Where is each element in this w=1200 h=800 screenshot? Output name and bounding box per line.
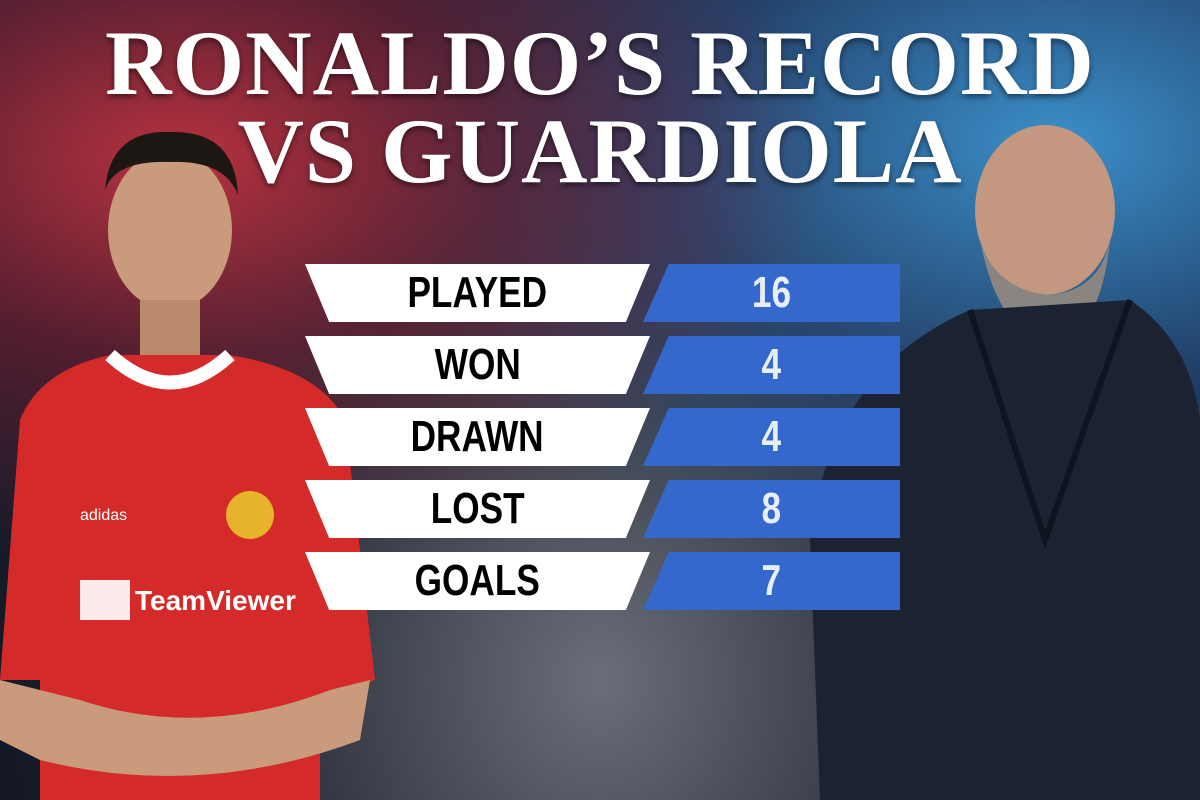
ronaldo-photo: TeamViewer adidas (0, 131, 375, 800)
headline-line-2: VS GUARDIOLA (237, 100, 963, 202)
stat-label: PLAYED (305, 264, 650, 322)
stat-value: 4 (643, 336, 900, 394)
stat-row-drawn: DRAWN 4 (305, 408, 900, 466)
stat-label: DRAWN (305, 408, 650, 466)
stat-value: 4 (643, 408, 900, 466)
stat-row-goals: GOALS 7 (305, 552, 900, 610)
kit-brand: adidas (80, 507, 127, 524)
stat-label: WON (305, 336, 650, 394)
headline-line-1: RONALDO’S RECORD (105, 12, 1095, 114)
stat-value: 16 (643, 264, 900, 322)
stat-label: LOST (305, 480, 650, 538)
sponsor-text: TeamViewer (135, 585, 296, 616)
stat-row-played: PLAYED 16 (305, 264, 900, 322)
club-crest-icon (226, 491, 274, 539)
guardiola-photo (810, 125, 1200, 800)
stat-row-lost: LOST 8 (305, 480, 900, 538)
stat-label: GOALS (305, 552, 650, 610)
stat-row-won: WON 4 (305, 336, 900, 394)
stat-value: 8 (643, 480, 900, 538)
stat-value: 7 (643, 552, 900, 610)
